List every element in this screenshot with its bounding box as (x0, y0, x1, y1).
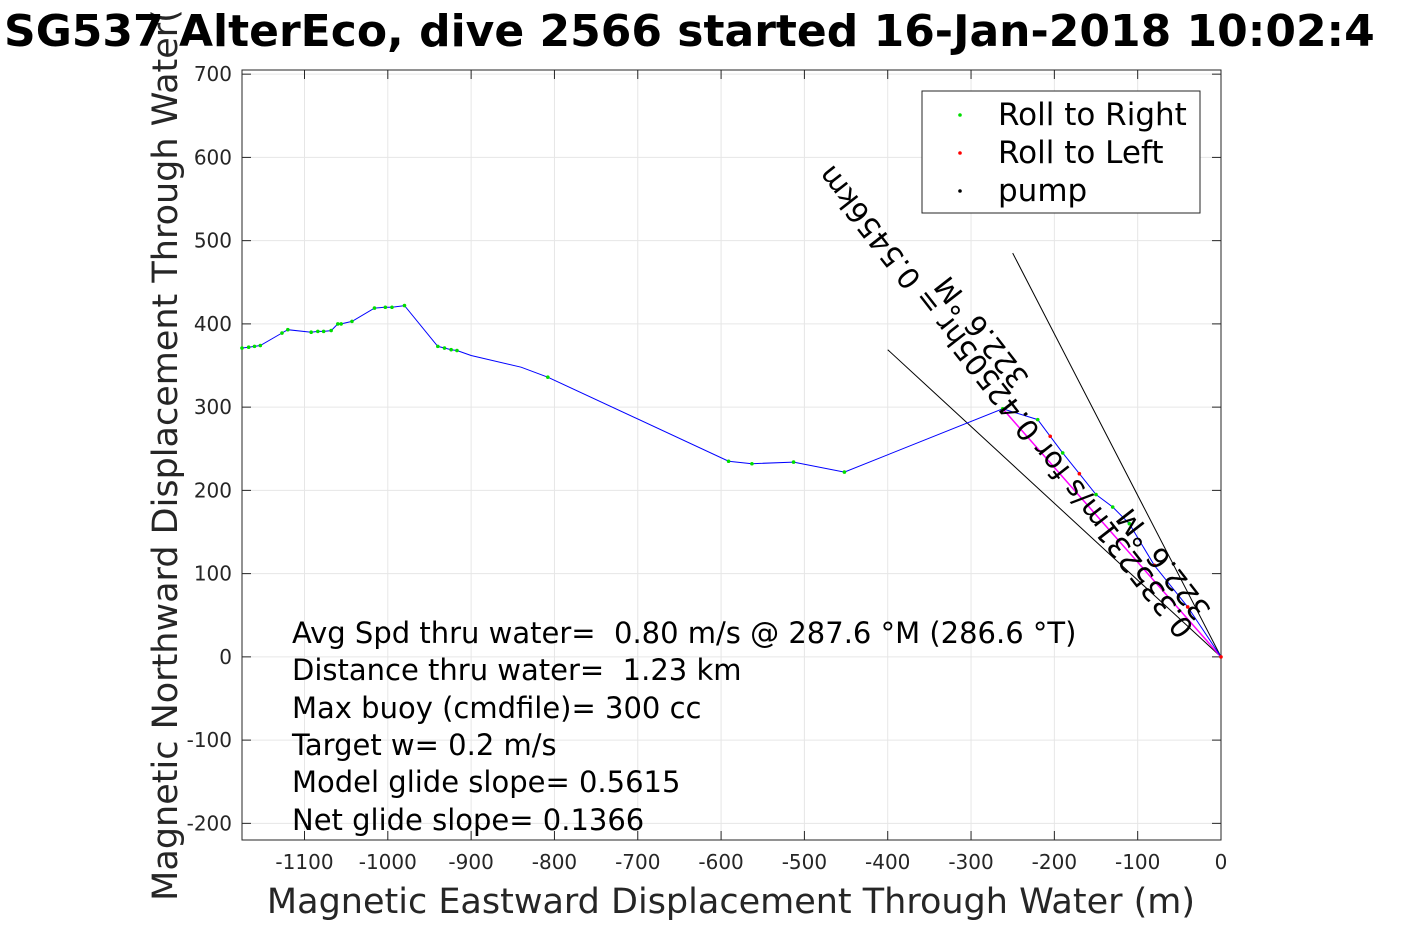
roll-right-marker (1094, 492, 1098, 497)
roll-right-marker (246, 345, 251, 350)
y-tick-label: 200 (194, 478, 232, 502)
chart-title: SG537 AlterEco, dive 2566 started 16-Jan… (4, 6, 1375, 57)
roll-right-marker (372, 306, 377, 310)
roll-left-marker (1048, 434, 1052, 439)
x-tick-label: -800 (532, 850, 577, 874)
stat-net-glide-slope: Net glide slope= 0.1366 (292, 803, 644, 837)
x-tick-label: -300 (948, 850, 993, 874)
roll-right-marker (436, 344, 440, 349)
legend-marker-roll-right (958, 113, 962, 117)
x-tick-label: -1000 (359, 850, 417, 874)
legend-marker-roll-left (958, 151, 962, 155)
legend: Roll to Right Roll to Left pump (921, 90, 1201, 214)
x-tick-label: -400 (865, 850, 910, 874)
roll-right-marker (286, 327, 290, 332)
roll-right-marker (1127, 521, 1132, 526)
roll-right-marker (316, 329, 320, 334)
roll-right-marker (321, 329, 326, 334)
roll-right-marker (402, 303, 407, 308)
legend-label-pump: pump (998, 173, 1087, 209)
roll-right-marker (350, 319, 354, 324)
x-tick-label: -600 (698, 850, 743, 874)
y-tick-label: 700 (194, 62, 232, 86)
magenta-heading-line (1002, 408, 1222, 658)
roll-right-marker (545, 375, 550, 379)
roll-right-marker (1000, 407, 1005, 411)
roll-right-marker (791, 460, 796, 464)
roll-left-marker (1219, 655, 1223, 659)
roll-right-marker (383, 305, 388, 310)
roll-right-marker (240, 346, 244, 350)
roll-left-marker (1077, 471, 1082, 476)
stat-distance: Distance thru water= 1.23 km (292, 653, 742, 687)
legend-label-roll-left: Roll to Left (998, 135, 1164, 171)
roll-right-marker (449, 347, 453, 352)
y-tick-label: 400 (194, 312, 232, 336)
roll-left-marker (1185, 605, 1190, 609)
x-tick-label: -200 (1032, 850, 1077, 874)
y-tick-label: 600 (194, 145, 232, 169)
heading-line (1002, 408, 1222, 658)
x-tick-label: -100 (1115, 850, 1160, 874)
roll-right-marker (329, 328, 333, 333)
stats-block: Avg Spd thru water= 0.80 m/s @ 287.6 °M … (291, 616, 1076, 837)
y-tick-labels: -200 -100 0 100 200 300 400 500 600 700 (187, 62, 232, 835)
roll-right-marker (455, 348, 459, 353)
x-axis-label: Magnetic Eastward Displacement Through W… (267, 882, 1195, 922)
stat-target-w: Target w= 0.2 m/s (291, 728, 557, 762)
cone-line (887, 349, 1222, 658)
y-tick-label: -200 (187, 811, 232, 835)
cone-lines (887, 252, 1222, 658)
y-tick-label: -100 (187, 728, 232, 752)
roll-markers (240, 303, 1223, 659)
y-axis-label: Magnetic Northward Displacement Through … (146, 9, 186, 901)
roll-right-marker (252, 344, 257, 349)
cone-line (1012, 252, 1222, 658)
stat-avg-speed: Avg Spd thru water= 0.80 m/s @ 287.6 °M … (292, 616, 1076, 650)
y-tick-label: 500 (194, 229, 232, 253)
roll-right-marker (258, 343, 263, 348)
roll-right-marker (339, 322, 343, 326)
x-tick-labels: -1100 -1000 -900 -800 -700 -600 -500 -400 -300 -2… (275, 850, 1227, 874)
x-tick-label: 0 (1215, 850, 1228, 874)
roll-right-marker (750, 461, 754, 466)
stat-model-glide-slope: Model glide slope= 0.5615 (292, 765, 680, 799)
legend-label-roll-right: Roll to Right (998, 97, 1187, 133)
x-tick-label: -500 (782, 850, 827, 874)
roll-right-marker (309, 330, 313, 335)
roll-right-marker (442, 346, 447, 350)
roll-right-marker (1110, 505, 1115, 509)
roll-right-marker (280, 331, 284, 335)
roll-right-marker (336, 322, 340, 326)
legend-marker-pump (958, 189, 962, 193)
roll-right-marker (1060, 451, 1065, 455)
roll-right-marker (390, 305, 394, 310)
roll-right-marker (842, 470, 847, 474)
y-tick-label: 0 (219, 645, 232, 669)
x-tick-label: -900 (448, 850, 493, 874)
y-tick-label: 100 (194, 562, 232, 586)
x-tick-label: -700 (615, 850, 660, 874)
roll-left-marker (1152, 563, 1157, 568)
legend-box (921, 90, 1201, 214)
x-tick-label: -1100 (275, 850, 333, 874)
roll-right-marker (1035, 417, 1040, 422)
roll-right-marker (726, 459, 731, 464)
plot-frame (241, 69, 1222, 841)
y-tick-label: 300 (194, 395, 232, 419)
stat-max-buoy: Max buoy (cmdfile)= 300 cc (292, 691, 701, 725)
